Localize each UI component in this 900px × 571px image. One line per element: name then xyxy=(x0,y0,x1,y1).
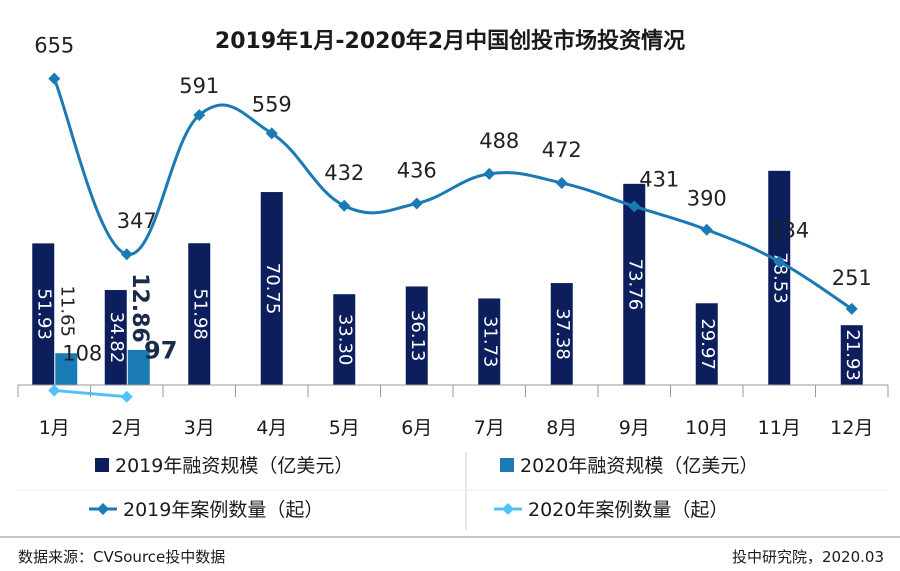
legend-item: 2019年案例数量（起） xyxy=(89,499,323,521)
line-2019-label: 347 xyxy=(117,209,157,233)
bar-2019-label: 34.82 xyxy=(106,312,127,364)
x-axis: 1月 2月 3月 4月 5月 6月 7月 8月 9月 10月 11月 12月 xyxy=(17,384,889,439)
series-lines: 655 347 591 559 432 436 488 472 431 390 334 251 108 9… xyxy=(34,34,872,403)
line-2019-label: 390 xyxy=(687,187,727,211)
legend-swatch xyxy=(500,458,514,472)
line-2019-marker xyxy=(410,197,423,210)
bar-2019 xyxy=(32,243,55,385)
line-2020-label: 97 xyxy=(144,337,177,365)
bar-2019 xyxy=(260,192,283,385)
bar-2019-label: 36.13 xyxy=(407,310,428,362)
x-tick-label: 10月 xyxy=(685,417,728,439)
line-2019-marker xyxy=(845,302,858,315)
x-tick-label: 7月 xyxy=(474,417,505,439)
legend-label: 2020年融资规模（亿美元） xyxy=(520,455,758,477)
line-2019-label: 559 xyxy=(252,92,292,116)
bar-2019-label: 73.76 xyxy=(624,259,645,311)
line-2020-marker xyxy=(48,384,61,397)
line-2020-marker xyxy=(120,390,133,403)
bar-2020-label: 11.65 xyxy=(56,285,77,337)
line-2019-marker xyxy=(773,255,786,268)
bar-2019-label: 33.30 xyxy=(334,314,355,366)
line-2019-label: 488 xyxy=(479,129,519,153)
legend-item: 2020年融资规模（亿美元） xyxy=(500,455,758,477)
line-2019-marker xyxy=(700,223,713,236)
x-tick-label: 5月 xyxy=(329,417,360,439)
footer-credit: 投中研究院，2020.03 xyxy=(732,548,884,566)
line-2019-label: 655 xyxy=(34,34,74,58)
x-tick-label: 6月 xyxy=(401,417,432,439)
x-tick-label: 9月 xyxy=(619,417,650,439)
bar-2019-label: 70.75 xyxy=(262,263,283,315)
legend-item: 2019年融资规模（亿美元） xyxy=(95,455,353,477)
line-2020-label: 108 xyxy=(62,341,102,365)
line-2019-marker xyxy=(483,167,496,180)
line-2019-label: 334 xyxy=(769,219,809,243)
legend-label: 2020年案例数量（起） xyxy=(528,499,728,521)
bar-2019 xyxy=(333,294,356,385)
legend-label: 2019年案例数量（起） xyxy=(123,499,323,521)
x-tick-label: 3月 xyxy=(184,417,215,439)
line-2019-marker xyxy=(338,199,351,212)
line-2019 xyxy=(52,78,853,311)
bar-2020 xyxy=(55,353,78,385)
legend-label: 2019年融资规模（亿美元） xyxy=(115,455,353,477)
x-tick-label: 12月 xyxy=(830,417,873,439)
x-tick-label: 8月 xyxy=(546,417,577,439)
bar-2020-label: 12.86 xyxy=(127,273,152,343)
line-2019-label: 472 xyxy=(542,138,582,162)
chart-title: 2019年1月-2020年2月中国创投市场投资情况 xyxy=(215,28,685,54)
x-tick-label: 4月 xyxy=(256,417,287,439)
bar-2020 xyxy=(127,349,150,385)
x-tick-label: 1月 xyxy=(39,417,70,439)
bar-2019 xyxy=(768,170,791,385)
bar-2019 xyxy=(695,303,718,385)
bar-2019-label: 51.93 xyxy=(33,288,54,340)
bar-2019 xyxy=(840,325,863,385)
line-2019-marker xyxy=(193,109,206,122)
line-2019-label: 591 xyxy=(179,74,219,98)
x-tick-label: 2月 xyxy=(111,417,142,439)
legend-swatch-marker xyxy=(502,503,514,515)
line-2019-label: 251 xyxy=(832,266,872,290)
legend-swatch-marker xyxy=(97,503,109,515)
legend: 2019年融资规模（亿美元） 2020年融资规模（亿美元） 2019年案例数量（起）… xyxy=(18,452,888,530)
bar-2019-label: 37.38 xyxy=(552,308,573,360)
legend-swatch xyxy=(95,458,109,472)
bar-2019 xyxy=(623,183,646,385)
series-2019-bars: 51.93 34.82 51.98 70.75 33.30 36.13 31.73 37.38… xyxy=(32,170,863,385)
line-2019-marker xyxy=(265,127,278,140)
footer-source: 数据来源：CVSource投中数据 xyxy=(18,548,225,566)
series-2020-bars: 11.65 12.86 xyxy=(55,273,152,385)
bar-2019-label: 29.97 xyxy=(697,318,718,370)
bar-2019 xyxy=(478,298,501,385)
x-tick-label: 11月 xyxy=(758,417,801,439)
bar-2019-label: 21.93 xyxy=(842,329,863,381)
line-2019-marker xyxy=(48,72,61,85)
bar-2019 xyxy=(188,243,211,385)
bar-2019-label: 31.73 xyxy=(479,316,500,368)
bar-2019-label: 51.98 xyxy=(189,288,210,340)
bar-2019 xyxy=(104,290,127,385)
line-2019-label: 436 xyxy=(397,158,437,182)
line-2019-marker xyxy=(120,248,133,261)
line-2019-marker xyxy=(555,176,568,189)
bar-2019 xyxy=(405,286,428,385)
bar-2019 xyxy=(550,283,573,385)
line-2019-label: 432 xyxy=(324,161,364,185)
line-2019-label: 431 xyxy=(639,167,679,191)
line-2019-marker xyxy=(628,200,641,213)
legend-item: 2020年案例数量（起） xyxy=(494,499,728,521)
